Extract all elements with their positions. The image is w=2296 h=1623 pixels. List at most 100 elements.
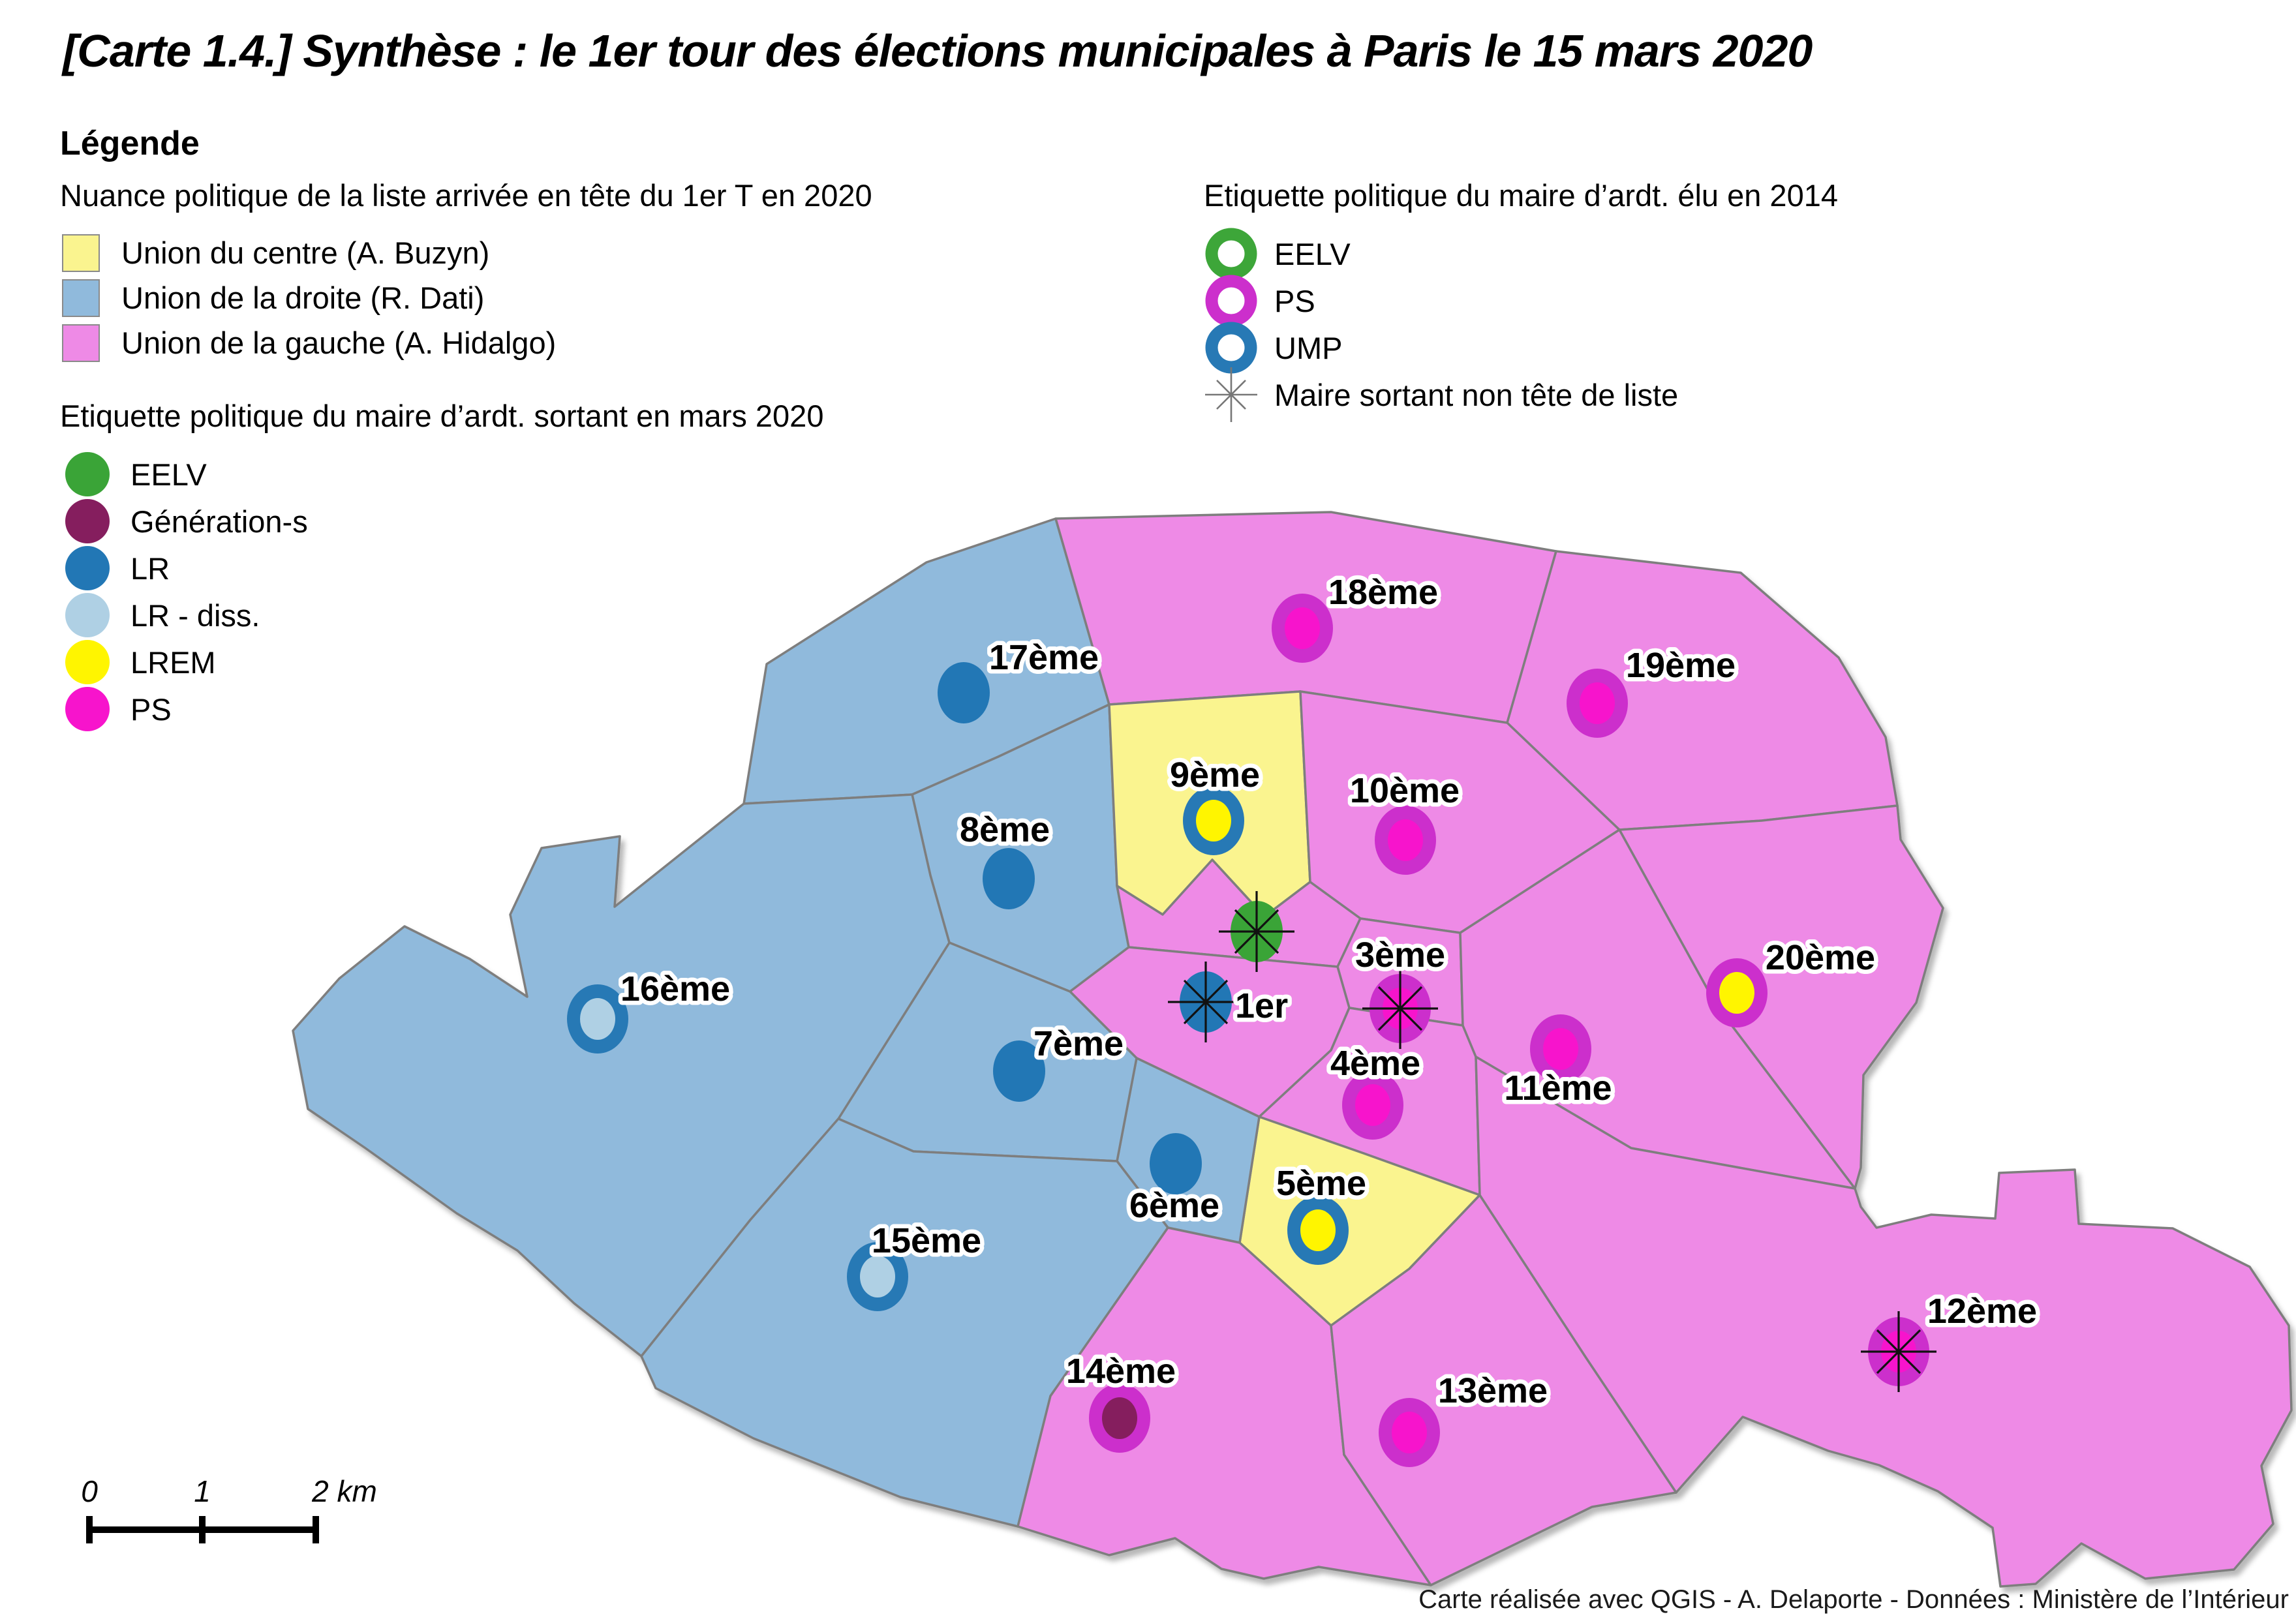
arrondissement-labels: 1er 3ème 4ème 5ème 6ème 7ème 8ème 9ème 1… xyxy=(616,569,2041,1415)
ring-eelv-icon xyxy=(1205,228,1257,280)
swatch-union-centre xyxy=(62,234,100,272)
legend-item-dot-lrem: LREM xyxy=(60,639,823,686)
legend-item-ring-eelv: EELV xyxy=(1204,228,1838,280)
swatch-union-droite-icon xyxy=(62,279,100,317)
scale-label-0: 0 xyxy=(81,1474,98,1508)
dot-10eme xyxy=(1388,819,1423,861)
ring-ps-icon xyxy=(1205,275,1257,327)
label-3eme: 3ème xyxy=(1355,935,1445,975)
legend-section-sortant-heading: Etiquette politique du maire d’ardt. sor… xyxy=(60,399,824,433)
label-9eme: 9ème xyxy=(1170,755,1260,795)
dot-ps xyxy=(65,687,110,731)
dot-generation-s xyxy=(65,499,110,543)
dot-18eme xyxy=(1285,607,1320,649)
dot-16eme xyxy=(580,998,615,1040)
legend-item-union-centre: Union du centre (A. Buzyn) xyxy=(60,230,872,275)
dot-14eme xyxy=(1102,1397,1137,1439)
dot-20eme xyxy=(1719,972,1754,1014)
legend-item-label: Union de la gauche (A. Hidalgo) xyxy=(121,326,557,360)
scale-bar: 0 1 2 km xyxy=(81,1474,377,1543)
label-8eme: 8ème xyxy=(960,810,1050,849)
legend-item-dot-generation-s: Génération-s xyxy=(60,498,823,545)
legend-item-label: PS xyxy=(130,691,172,727)
legend-item-union-droite: Union de la droite (R. Dati) xyxy=(60,275,872,320)
swatch-union-gauche-icon xyxy=(62,324,100,362)
swatch-union-gauche xyxy=(62,324,100,362)
label-12eme: 12ème xyxy=(1927,1292,2037,1331)
label-1er: 1er xyxy=(1235,986,1288,1025)
legend-item-label: EELV xyxy=(130,457,207,492)
swatch-union-droite xyxy=(62,279,100,317)
label-20eme: 20ème xyxy=(1766,938,1875,977)
legend-item-ring-ump: UMP xyxy=(1204,322,1838,374)
legend-item-dot-eelv: EELV xyxy=(60,451,823,498)
scale-label-2km: 2 km xyxy=(311,1474,377,1508)
label-4eme: 4ème xyxy=(1330,1044,1420,1083)
legend-section-sortant-2020: Etiquette politique du maire d’ardt. sor… xyxy=(60,398,823,733)
label-15eme: 15ème xyxy=(872,1221,981,1260)
dot-19eme xyxy=(1580,682,1615,724)
dot-lrem xyxy=(65,640,110,684)
legend-section-elu-heading: Etiquette politique du maire d’ardt. élu… xyxy=(1204,178,1838,213)
dot-lr-diss-icon xyxy=(65,593,110,637)
dot-eelv xyxy=(65,452,110,496)
area-16eme xyxy=(292,793,951,1358)
non-tete-star-icon xyxy=(1205,367,1257,422)
legend-item-dot-ps: PS xyxy=(60,686,823,733)
legend-item-label: Maire sortant non tête de liste xyxy=(1274,377,1679,412)
area-20eme xyxy=(1618,804,1944,1190)
legend-item-label: Union du centre (A. Buzyn) xyxy=(121,235,490,270)
legend-title: Légende xyxy=(60,125,200,162)
scale-label-1: 1 xyxy=(194,1474,211,1508)
label-11eme: 11ème xyxy=(1504,1069,1612,1108)
label-13eme: 13ème xyxy=(1438,1371,1548,1410)
dot-lrem-icon xyxy=(65,640,110,684)
legend-item-label: PS xyxy=(1274,283,1315,318)
label-6eme: 6ème xyxy=(1129,1186,1219,1225)
legend-item-ring-ps: PS xyxy=(1204,275,1838,327)
dot-lr-icon xyxy=(65,546,110,590)
legend-item-label: LR xyxy=(130,551,170,586)
legend-item-star: Maire sortant non tête de liste xyxy=(1204,367,1838,422)
legend-item-dot-lr-diss: LR - diss. xyxy=(60,592,823,639)
legend-section-nuance-heading: Nuance politique de la liste arrivée en … xyxy=(60,178,872,213)
credit-line: Carte réalisée avec QGIS - A. Delaporte … xyxy=(1418,1585,2289,1614)
label-7eme: 7ème xyxy=(1033,1024,1124,1063)
ring-eelv xyxy=(1205,228,1257,280)
legend-item-union-gauche: Union de la gauche (A. Hidalgo) xyxy=(60,320,872,365)
dot-lr-diss xyxy=(65,593,110,637)
page-title: [Carte 1.4.] Synthèse : le 1er tour des … xyxy=(63,25,1813,76)
dot-lr xyxy=(65,546,110,590)
legend-section-elu-2014: Etiquette politique du maire d’ardt. élu… xyxy=(1204,177,1838,422)
swatch-union-centre-icon xyxy=(62,234,100,272)
label-5eme: 5ème xyxy=(1276,1164,1366,1203)
dot-11eme xyxy=(1543,1028,1578,1070)
legend-item-label: EELV xyxy=(1274,236,1351,271)
legend-item-dot-lr: LR xyxy=(60,545,823,592)
legend-item-label: LREM xyxy=(130,645,216,680)
ring-ps xyxy=(1205,275,1257,327)
label-18eme: 18ème xyxy=(1328,573,1438,612)
legend-item-label: Union de la droite (R. Dati) xyxy=(121,281,485,315)
legend-section-nuance-2020: Nuance politique de la liste arrivée en … xyxy=(60,177,872,365)
label-16eme: 16ème xyxy=(620,969,730,1009)
label-19eme: 19ème xyxy=(1626,646,1736,685)
dot-7eme xyxy=(993,1040,1045,1102)
dot-eelv-icon xyxy=(65,452,110,496)
label-14eme: 14ème xyxy=(1066,1352,1176,1391)
dot-4eme xyxy=(1355,1084,1390,1126)
dot-6eme xyxy=(1150,1133,1202,1194)
dot-15eme xyxy=(860,1256,895,1297)
mayor-dots xyxy=(567,594,1929,1467)
dot-13eme xyxy=(1392,1412,1427,1453)
legend-item-label: Génération-s xyxy=(130,504,308,539)
label-17eme: 17ème xyxy=(989,638,1099,677)
dot-8eme xyxy=(983,848,1035,909)
dot-generation-s-icon xyxy=(65,499,110,543)
legend-item-label: LR - diss. xyxy=(130,598,260,633)
label-10eme: 10ème xyxy=(1350,771,1460,810)
dot-9eme xyxy=(1196,800,1231,842)
dot-ps-icon xyxy=(65,687,110,731)
